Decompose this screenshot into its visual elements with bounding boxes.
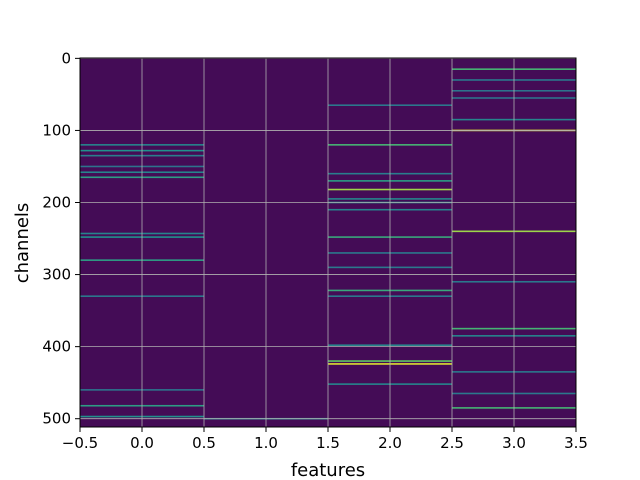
y-tick-label: 400 (42, 338, 71, 356)
x-tick-label: 2.5 (440, 434, 464, 452)
x-tick-label: 2.0 (378, 434, 402, 452)
y-axis-label: channels (12, 203, 33, 284)
x-tick-label: 0.0 (130, 434, 154, 452)
x-axis-label: features (291, 460, 365, 480)
y-tick-label: 500 (42, 410, 71, 428)
y-tick-label: 0 (61, 49, 71, 67)
x-tick-label: 1.5 (316, 434, 340, 452)
y-tick-label: 300 (42, 266, 71, 284)
x-tick-label: 3.0 (502, 434, 526, 452)
y-tick-label: 200 (42, 194, 71, 212)
y-tick-label: 100 (42, 121, 71, 139)
plot-area (79, 57, 577, 428)
x-tick-label: −0.5 (62, 434, 98, 452)
x-tick-label: 0.5 (192, 434, 216, 452)
x-axis: −0.5 0.0 0.5 1.0 1.5 2.0 2.5 3.0 3.5 (62, 427, 588, 452)
x-tick-label: 3.5 (564, 434, 588, 452)
x-tick-label: 1.0 (254, 434, 278, 452)
y-axis: 0 100 200 300 400 500 (42, 49, 80, 428)
